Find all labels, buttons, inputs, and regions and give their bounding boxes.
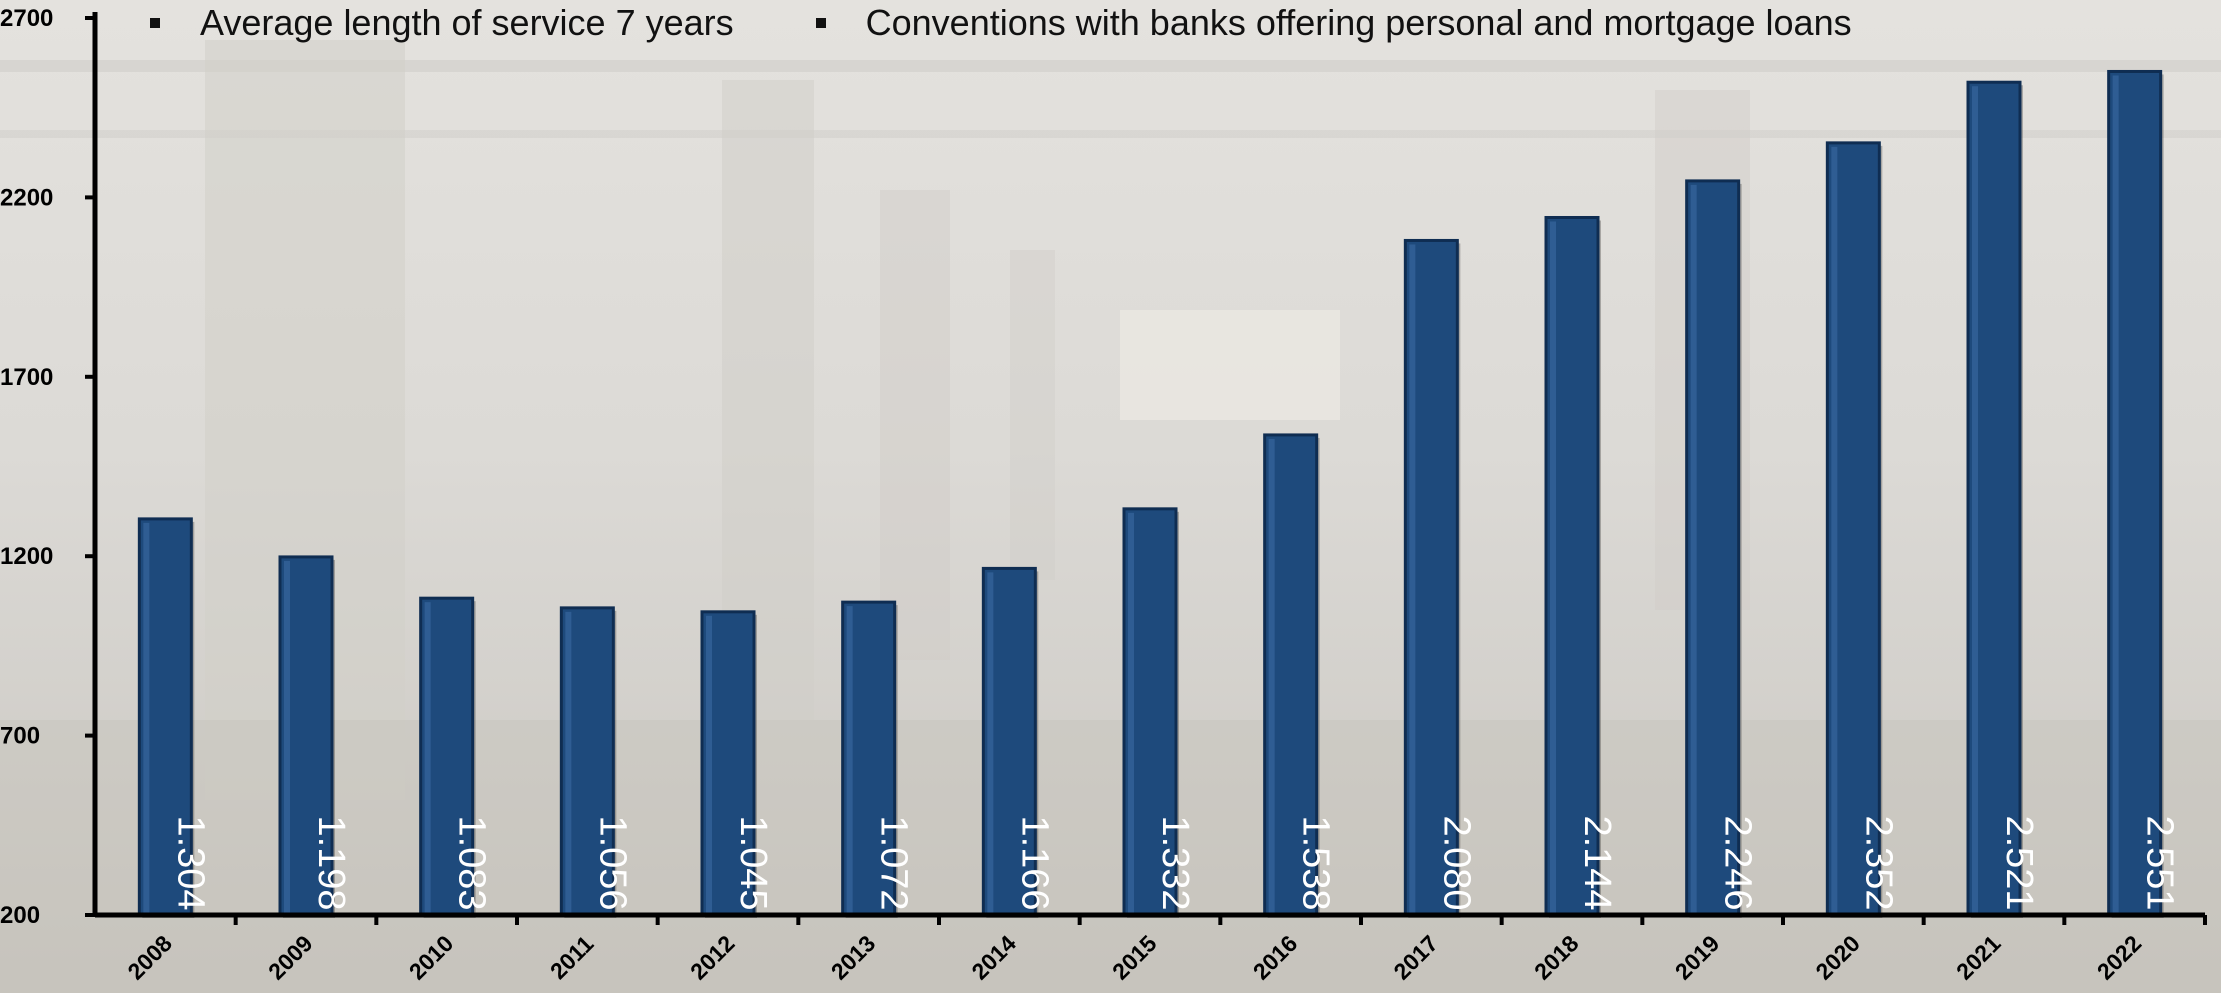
y-tick-label: 1700 — [0, 364, 53, 391]
x-tick-label: 2011 — [545, 930, 599, 984]
legend: Average length of service 7 years Conven… — [150, 0, 1852, 46]
y-tick-label: 200 — [0, 902, 40, 929]
data-label: 1.045 — [732, 815, 774, 910]
bar-2012 — [700, 610, 757, 918]
legend-item-conventions: Conventions with banks offering personal… — [815, 2, 1852, 44]
x-tick-label: 2018 — [1529, 930, 1584, 985]
legend-label-conventions: Conventions with banks offering personal… — [865, 2, 1852, 43]
x-tick-label: 2020 — [1810, 930, 1865, 985]
bar-2022 — [2107, 69, 2164, 919]
bar-2013 — [841, 600, 898, 918]
y-tick-label: 1200 — [0, 543, 53, 570]
x-tick-label: 2010 — [404, 930, 459, 985]
data-label: 1.072 — [873, 815, 915, 910]
data-label: 1.198 — [310, 815, 352, 910]
x-tick-label: 2013 — [826, 930, 881, 985]
y-axis-ticks: 200 700 1200 1700 2200 2700 — [0, 5, 95, 929]
x-tick-label: 2021 — [1951, 930, 2006, 985]
data-label: 2.246 — [1717, 815, 1759, 910]
y-tick-label: 2200 — [0, 184, 53, 211]
x-tick-label: 2012 — [685, 930, 740, 985]
bar-2011 — [559, 606, 617, 918]
legend-bullet-icon — [815, 18, 826, 28]
data-label: 1.083 — [451, 815, 493, 910]
x-tick-label: 2016 — [1248, 930, 1303, 985]
x-tick-label: 2014 — [966, 930, 1021, 985]
data-label: 1.166 — [1013, 815, 1055, 910]
legend-bullet-icon — [150, 18, 160, 28]
data-label: 2.352 — [1857, 815, 1899, 910]
data-label: 1.332 — [1154, 815, 1196, 910]
x-axis-ticks: 2008 2009 2010 2011 2012 2013 2014 2015 2016 2017… — [122, 915, 2207, 985]
legend-item-service: Average length of service 7 years — [150, 2, 734, 44]
bar-2010 — [419, 596, 476, 918]
x-tick-label: 2015 — [1107, 930, 1162, 985]
bar-2014 — [981, 566, 1039, 918]
data-label: 2.080 — [1435, 815, 1477, 910]
bar-2020 — [1825, 141, 1883, 918]
x-tick-label: 2022 — [2092, 930, 2147, 985]
data-label: 1.538 — [1295, 815, 1337, 910]
legend-label-service: Average length of service 7 years — [200, 2, 734, 43]
bar-2017 — [1403, 238, 1461, 918]
bar-2008 — [137, 517, 195, 918]
data-label: 1.304 — [169, 815, 211, 910]
bar-2015 — [1122, 507, 1179, 918]
bar-2019 — [1685, 179, 1742, 918]
x-tick-label: 2008 — [122, 930, 177, 985]
data-label: 1.056 — [591, 815, 633, 910]
data-label: 2.551 — [2139, 815, 2181, 910]
bar-2021 — [1966, 80, 2023, 918]
data-label: 2.521 — [1998, 815, 2040, 910]
bar-2018 — [1544, 215, 1601, 918]
bar-2016 — [1263, 433, 1320, 918]
y-tick-label: 700 — [0, 723, 40, 750]
bars: 1.304 1.198 1.083 1.056 1.045 1.072 1.166 1.332… — [137, 69, 2181, 919]
x-tick-label: 2017 — [1388, 930, 1443, 985]
data-label: 2.144 — [1576, 815, 1618, 910]
x-tick-label: 2009 — [263, 930, 318, 985]
y-tick-label: 2700 — [0, 5, 53, 32]
x-tick-label: 2019 — [1670, 930, 1725, 985]
